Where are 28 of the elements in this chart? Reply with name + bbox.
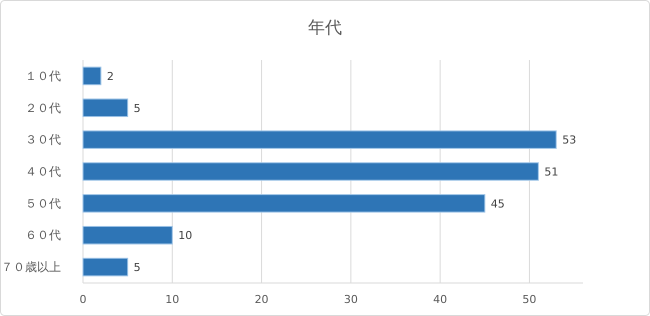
y-tick-label: ２０代 — [25, 100, 61, 115]
y-tick-label: ４０代 — [25, 164, 61, 178]
data-label: 53 — [562, 134, 576, 147]
x-tick-label: 50 — [522, 293, 536, 306]
bar — [82, 162, 539, 181]
bar — [82, 194, 486, 213]
x-tick-label: 20 — [254, 293, 269, 306]
x-tick-label: 40 — [433, 293, 448, 306]
y-tick-label: ７０歳以上 — [1, 260, 61, 274]
data-label: 5 — [134, 102, 141, 115]
bar — [82, 98, 128, 118]
y-tick-label: １０代 — [25, 68, 61, 83]
data-label: 10 — [178, 229, 192, 242]
data-label: 5 — [134, 261, 141, 274]
bar — [82, 226, 173, 244]
y-tick-label: ６０代 — [25, 228, 61, 242]
data-label: 2 — [106, 70, 114, 83]
chart-title: 年代 — [308, 18, 342, 38]
bar — [82, 130, 557, 149]
y-tick-label: ５０代 — [25, 196, 61, 210]
bar — [82, 258, 128, 276]
x-tick-label: 30 — [344, 293, 358, 306]
x-tick-label: 10 — [165, 293, 180, 306]
data-label: 51 — [544, 166, 558, 178]
x-tick-label: 0 — [80, 293, 86, 306]
y-tick-label: ３０代 — [25, 132, 61, 147]
data-label: 45 — [490, 197, 505, 210]
bar — [82, 66, 102, 86]
